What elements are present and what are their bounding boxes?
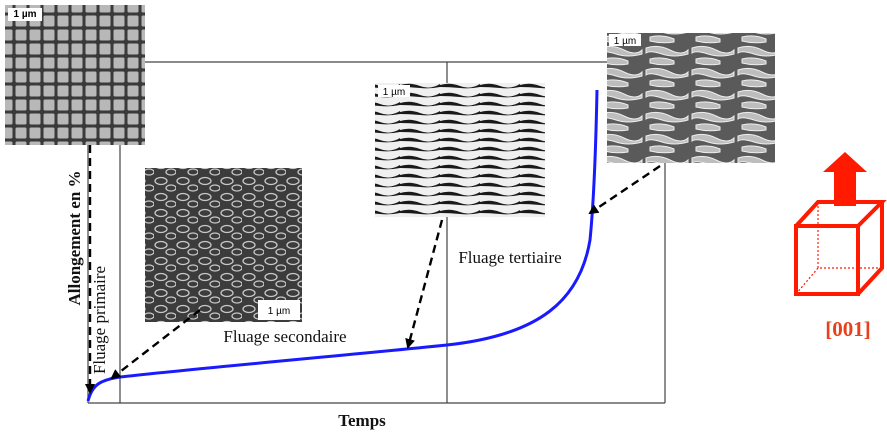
orientation-label: [001] bbox=[825, 317, 871, 341]
micrograph: 1 µm bbox=[5, 5, 145, 145]
micrograph: 1 µm bbox=[607, 33, 775, 163]
stage-label: Fluage primaire bbox=[90, 266, 109, 374]
scale-label: 1 µm bbox=[268, 306, 290, 317]
scale-label: 1 µm bbox=[614, 36, 636, 47]
arrow bbox=[405, 219, 444, 349]
arrow bbox=[588, 165, 661, 215]
stage-label: Fluage secondaire bbox=[223, 327, 346, 346]
scale-label: 1 µm bbox=[383, 87, 405, 98]
stage-label: Fluage tertiaire bbox=[458, 248, 561, 267]
orientation-cube bbox=[794, 152, 887, 296]
arrow bbox=[110, 309, 201, 380]
micrograph: 1 µm bbox=[145, 168, 302, 322]
y-axis-label: Allongement en % bbox=[65, 170, 84, 305]
x-axis-label: Temps bbox=[338, 411, 386, 430]
scale-label: 1 µm bbox=[14, 9, 37, 20]
micrograph: 1 µm bbox=[375, 83, 545, 217]
